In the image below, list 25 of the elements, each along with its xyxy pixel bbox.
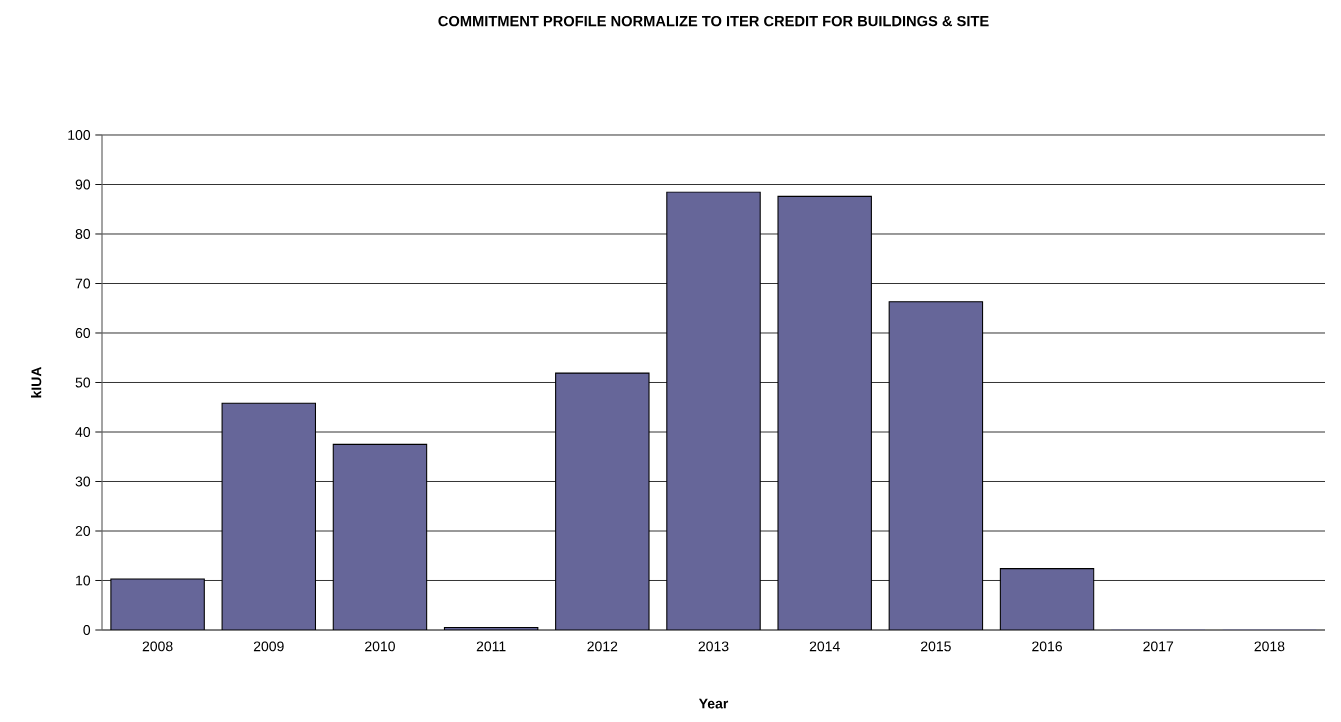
y-tick-label: 60	[75, 328, 91, 338]
y-tick-label: 40	[75, 427, 91, 437]
y-tick-label: 80	[75, 229, 91, 239]
y-tick-label: 20	[75, 526, 91, 536]
x-axis-title: Year	[698, 698, 729, 709]
x-tick-label: 2011	[476, 641, 506, 652]
x-tick-label: 2014	[809, 641, 840, 652]
x-tick-label: 2013	[698, 641, 729, 652]
x-tick-label: 2009	[253, 641, 284, 652]
y-tick-label: 90	[75, 179, 91, 190]
x-tick-label: 2017	[1143, 641, 1174, 652]
y-tick-label: 10	[76, 575, 91, 586]
y-tick-label: 100	[68, 130, 91, 140]
y-axis-title: kIUA	[31, 366, 42, 398]
y-tick-label: 0	[83, 625, 91, 635]
x-tick-label: 2012	[587, 641, 618, 652]
y-tick-label: 70	[75, 278, 91, 289]
x-tick-label: 2015	[921, 641, 951, 652]
x-tick-label: 2016	[1032, 641, 1063, 652]
chart-title: COMMITMENT PROFILE NORMALIZE TO ITER CREDIT FOR BUILDINGS & SITE	[438, 15, 989, 27]
y-tick-label: 30	[75, 476, 91, 487]
x-tick-label: 2018	[1254, 641, 1285, 652]
y-tick-label: 50	[75, 377, 91, 388]
x-tick-label: 2008	[142, 641, 173, 652]
x-tick-label: 2010	[365, 641, 395, 652]
